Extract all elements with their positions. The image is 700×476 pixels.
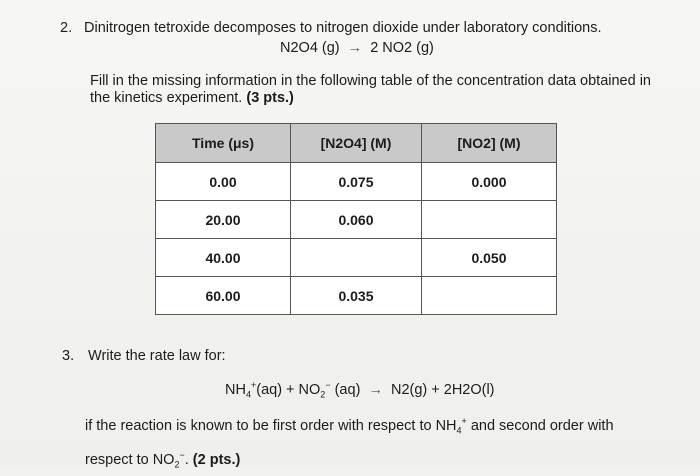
subscript: 4	[245, 389, 251, 400]
superscript: −	[179, 449, 185, 460]
concentration-table: Time (μs) [N2O4] (M) [NO2] (M) 0.00 0.07…	[155, 123, 557, 315]
cell-no2: 0.050	[421, 238, 557, 277]
description-text: respect to NO	[85, 451, 175, 468]
points-label: (2 pts.)	[192, 451, 241, 468]
cell-n2o4: 0.035	[290, 276, 422, 315]
question-text: Dinitrogen tetroxide decomposes to nitro…	[84, 20, 602, 36]
question-text: Write the rate law for:	[88, 348, 226, 364]
cell-time: 0.00	[155, 162, 291, 201]
equation-text: (aq) + NO	[256, 381, 321, 398]
question-3: 3. Write the rate law for:	[62, 348, 226, 364]
cell-no2-blank	[421, 200, 557, 239]
cell-no2: 0.000	[421, 162, 557, 201]
table-instruction: Fill in the missing information in the f…	[90, 73, 670, 107]
table-row: 0.00 0.075 0.000	[155, 162, 557, 201]
cell-time: 20.00	[155, 200, 291, 239]
table-row: 60.00 0.035	[155, 276, 557, 315]
description-text: if the reaction is known to be first ord…	[85, 417, 457, 434]
cell-n2o4: 0.060	[290, 200, 422, 239]
question-number: 3.	[62, 348, 75, 364]
subscript: 2	[174, 459, 180, 470]
reaction-arrow: →	[347, 40, 363, 56]
question-2: 2. Dinitrogen tetroxide decomposes to ni…	[60, 20, 602, 36]
superscript: +	[250, 380, 257, 390]
cell-time: 40.00	[155, 238, 291, 277]
points-label: (3 pts.)	[246, 90, 294, 106]
question-number: 2.	[60, 20, 73, 36]
instruction-text: Fill in the missing information in the f…	[90, 73, 651, 106]
rate-law-equation: NH4+(aq) + NO2− (aq) → N2(g) + 2H2O(l)	[225, 380, 495, 400]
cell-no2-blank	[421, 276, 557, 315]
cell-time: 60.00	[155, 276, 291, 315]
description-text: and second order with	[466, 417, 614, 434]
header-no2: [NO2] (M)	[421, 123, 557, 163]
equation-product: 2 NO2 (g)	[370, 40, 434, 56]
ammonium: NH	[225, 381, 246, 398]
equation-products: N2(g) + 2H2O(l)	[390, 381, 495, 398]
subscript: 2	[320, 389, 326, 400]
cell-n2o4-blank	[290, 238, 422, 277]
question-3-description: if the reaction is known to be first ord…	[85, 409, 685, 476]
description-text: .	[184, 451, 189, 468]
table-header-row: Time (μs) [N2O4] (M) [NO2] (M)	[155, 123, 557, 163]
header-n2o4: [N2O4] (M)	[290, 123, 422, 163]
decomposition-equation: N2O4 (g) → 2 NO2 (g)	[280, 40, 434, 56]
header-time: Time (μs)	[155, 123, 291, 163]
table-row: 20.00 0.060	[155, 200, 557, 239]
cell-n2o4: 0.075	[290, 162, 422, 201]
superscript: +	[461, 416, 467, 426]
equation-reactant: N2O4 (g)	[280, 40, 340, 56]
equation-text: (aq)	[330, 381, 361, 398]
reaction-arrow: →	[368, 381, 383, 398]
superscript: −	[325, 380, 331, 390]
subscript: 4	[456, 425, 462, 436]
table-row: 40.00 0.050	[155, 238, 557, 277]
